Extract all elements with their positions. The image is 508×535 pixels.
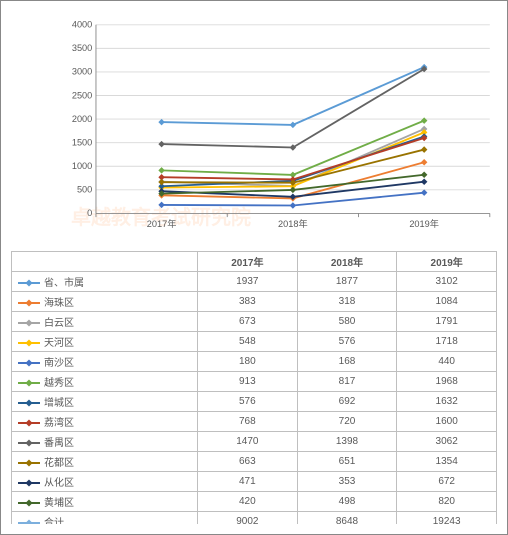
data-cell: 3102 — [397, 272, 497, 292]
data-cell: 440 — [397, 352, 497, 372]
data-cell: 168 — [297, 352, 397, 372]
data-cell: 353 — [297, 472, 397, 492]
data-cell: 1791 — [397, 312, 497, 332]
data-cell: 651 — [297, 452, 397, 472]
legend-cell: 花都区 — [12, 452, 198, 472]
table-row: 合计9002864819243 — [12, 512, 497, 525]
legend-cell: 番禺区 — [12, 432, 198, 452]
data-cell: 576 — [198, 392, 298, 412]
svg-text:2017年: 2017年 — [147, 218, 177, 229]
data-table-wrap: 2017年2018年2019年省、市属193718773102海珠区383318… — [11, 251, 497, 524]
legend-cell: 黄埔区 — [12, 492, 198, 512]
legend-cell: 荔湾区 — [12, 412, 198, 432]
table-row: 番禺区147013983062 — [12, 432, 497, 452]
table-row: 从化区471353672 — [12, 472, 497, 492]
legend-cell: 南沙区 — [12, 352, 198, 372]
data-cell: 1600 — [397, 412, 497, 432]
data-cell: 318 — [297, 292, 397, 312]
table-row: 天河区5485761718 — [12, 332, 497, 352]
data-cell: 19243 — [397, 512, 497, 525]
svg-text:500: 500 — [77, 185, 92, 195]
data-cell: 180 — [198, 352, 298, 372]
data-cell: 1968 — [397, 372, 497, 392]
col-header: 2017年 — [198, 252, 298, 272]
data-cell: 820 — [397, 492, 497, 512]
legend-cell: 越秀区 — [12, 372, 198, 392]
data-cell: 8648 — [297, 512, 397, 525]
data-cell: 498 — [297, 492, 397, 512]
legend-cell: 天河区 — [12, 332, 198, 352]
data-cell: 768 — [198, 412, 298, 432]
table-row: 增城区5766921632 — [12, 392, 497, 412]
data-cell: 817 — [297, 372, 397, 392]
data-cell: 471 — [198, 472, 298, 492]
table-row: 花都区6636511354 — [12, 452, 497, 472]
data-cell: 1877 — [297, 272, 397, 292]
table-row: 海珠区3833181084 — [12, 292, 497, 312]
svg-text:2500: 2500 — [72, 90, 92, 100]
table-row: 黄埔区420498820 — [12, 492, 497, 512]
table-row: 荔湾区7687201600 — [12, 412, 497, 432]
svg-text:2000: 2000 — [72, 114, 92, 124]
data-cell: 383 — [198, 292, 298, 312]
data-cell: 580 — [297, 312, 397, 332]
svg-text:0: 0 — [87, 208, 92, 218]
svg-text:1500: 1500 — [72, 137, 92, 147]
data-cell: 420 — [198, 492, 298, 512]
data-cell: 672 — [397, 472, 497, 492]
data-cell: 1632 — [397, 392, 497, 412]
data-cell: 1354 — [397, 452, 497, 472]
svg-text:2019年: 2019年 — [409, 218, 439, 229]
data-cell: 913 — [198, 372, 298, 392]
table-row: 南沙区180168440 — [12, 352, 497, 372]
svg-text:4000: 4000 — [72, 20, 92, 30]
table-row: 越秀区9138171968 — [12, 372, 497, 392]
svg-text:2018年: 2018年 — [278, 218, 308, 229]
svg-text:1000: 1000 — [72, 161, 92, 171]
legend-cell: 增城区 — [12, 392, 198, 412]
data-cell: 1937 — [198, 272, 298, 292]
svg-text:3500: 3500 — [72, 43, 92, 53]
svg-text:3000: 3000 — [72, 67, 92, 77]
data-cell: 673 — [198, 312, 298, 332]
data-cell: 1718 — [397, 332, 497, 352]
data-cell: 663 — [198, 452, 298, 472]
data-cell: 1470 — [198, 432, 298, 452]
data-cell: 548 — [198, 332, 298, 352]
table-row: 白云区6735801791 — [12, 312, 497, 332]
data-cell: 720 — [297, 412, 397, 432]
data-cell: 1398 — [297, 432, 397, 452]
data-cell: 576 — [297, 332, 397, 352]
legend-cell: 白云区 — [12, 312, 198, 332]
chart-svg: 0 500 1000 1500 2000 2500 3000 3500 4000 2017年 201… — [61, 11, 499, 241]
legend-cell: 从化区 — [12, 472, 198, 492]
data-cell: 1084 — [397, 292, 497, 312]
chart-container: 卓越教育考试研究院 050010001500200025003000350040… — [0, 0, 508, 535]
legend-cell: 省、市属 — [12, 272, 198, 292]
legend-cell: 合计 — [12, 512, 198, 525]
col-header: 2018年 — [297, 252, 397, 272]
data-cell: 3062 — [397, 432, 497, 452]
table-row: 省、市属193718773102 — [12, 272, 497, 292]
data-cell: 692 — [297, 392, 397, 412]
line-chart: 0 500 1000 1500 2000 2500 3000 3500 4000 2017年 201… — [61, 11, 499, 241]
data-table: 2017年2018年2019年省、市属193718773102海珠区383318… — [11, 251, 497, 524]
col-header: 2019年 — [397, 252, 497, 272]
legend-cell: 海珠区 — [12, 292, 198, 312]
data-cell: 9002 — [198, 512, 298, 525]
